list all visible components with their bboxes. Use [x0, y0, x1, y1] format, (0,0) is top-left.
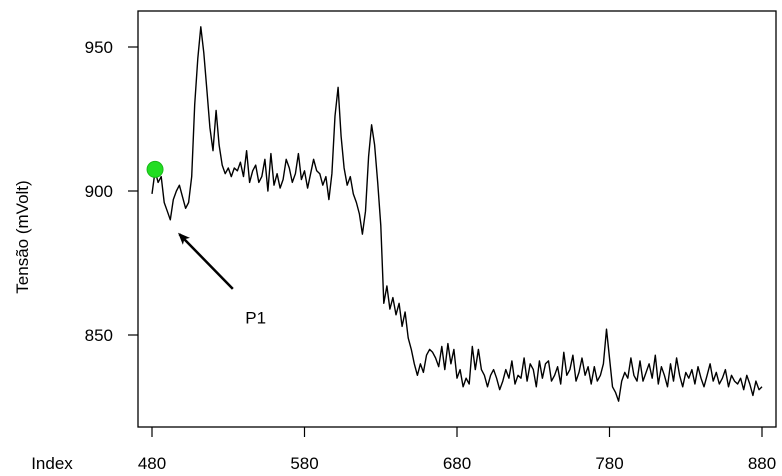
x-tick-label: 580	[290, 454, 318, 473]
y-tick-label: 950	[85, 38, 113, 57]
y-tick-label: 900	[85, 182, 113, 201]
axes: 480 580 680 780 880 850 900 950	[85, 10, 777, 473]
x-tick-label: 680	[443, 454, 471, 473]
series-line	[151, 26, 763, 402]
plot-area: P1	[146, 26, 763, 402]
y-axis-title: Tensão (mVolt)	[13, 180, 32, 293]
annotation-label-p1: P1	[245, 308, 266, 327]
x-tick-label: 480	[138, 454, 166, 473]
highlight-point-p1	[146, 160, 164, 178]
x-axis-title: Index	[31, 454, 73, 473]
y-tick-label: 850	[85, 326, 113, 345]
x-tick-label: 880	[748, 454, 776, 473]
annotation-arrow	[178, 232, 234, 290]
x-tick-label: 780	[595, 454, 623, 473]
